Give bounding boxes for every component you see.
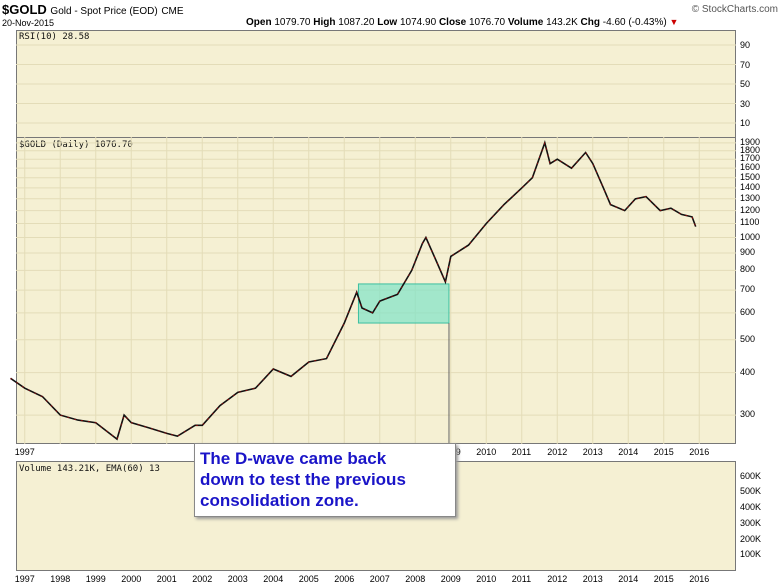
annotation-line-2: down to test the previous — [200, 470, 406, 489]
rsi-tick-label: 10 — [740, 118, 751, 128]
price-tick-label: 1300 — [740, 192, 761, 203]
price-tick-label: 600 — [740, 306, 756, 317]
volume-year-label: 1997 — [14, 574, 35, 584]
price-tick-label: 500 — [740, 333, 756, 344]
symbol: $GOLD — [2, 2, 47, 17]
volume-year-label: 2002 — [192, 574, 213, 584]
volume-year-label: 2010 — [476, 574, 497, 584]
volume-label: Volume 143.21K, EMA(60) 13 — [19, 464, 160, 474]
volume-year-label: 2008 — [405, 574, 426, 584]
rsi-tick-label: 50 — [740, 79, 751, 89]
annotation-line-1: The D-wave came back — [200, 449, 387, 468]
volume-year-label: 2016 — [689, 574, 710, 584]
volume-tick-label: 200K — [740, 533, 762, 544]
annotation-line-3: consolidation zone. — [200, 491, 359, 510]
close-value: 1076.70 — [468, 17, 506, 28]
price-tick-label: 1700 — [740, 153, 761, 164]
price-tick-label: 900 — [740, 247, 756, 258]
price-tick-label: 1100 — [740, 217, 760, 228]
price-year-label: 2016 — [689, 447, 710, 457]
price-tick-label: 300 — [740, 409, 756, 420]
volume-year-label: 1999 — [85, 574, 106, 584]
rsi-tick-label: 90 — [740, 40, 751, 50]
volume-year-label: 2001 — [156, 574, 177, 584]
chg-value: -4.60 (-0.43%) — [602, 17, 667, 28]
low-label: Low — [377, 17, 398, 28]
price-tick-label: 1900 — [740, 136, 761, 147]
price-tick-label: 400 — [740, 366, 756, 377]
volume-year-label: 2006 — [334, 574, 355, 584]
volume-tick-label: 300K — [740, 517, 762, 528]
price-year-label: 2015 — [653, 447, 674, 457]
symbol-name: Gold - Spot Price (EOD) — [50, 6, 158, 17]
rsi-panel — [16, 30, 736, 138]
open-value: 1079.70 — [274, 17, 311, 28]
volume-tick-label: 400K — [740, 502, 762, 513]
price-year-label: 1997 — [14, 447, 35, 457]
price-year-label: 2014 — [618, 447, 639, 457]
volume-year-label: 1998 — [50, 574, 71, 584]
volume-year-label: 2013 — [582, 574, 603, 584]
annotation-callout: The D-wave came back down to test the pr… — [194, 443, 456, 517]
price-tick-label: 1500 — [740, 171, 761, 182]
volume-year-label: 2012 — [547, 574, 568, 584]
chg-label: Chg — [580, 17, 600, 28]
rsi-label: RSI(10) 28.58 — [19, 32, 90, 42]
symbol-title: $GOLD Gold - Spot Price (EOD) CME — [2, 2, 184, 17]
price-tick-label: 1000 — [740, 231, 761, 242]
volume-year-label: 2014 — [618, 574, 639, 584]
chart-date: 20-Nov-2015 — [2, 18, 55, 28]
volume-value: 143.2K — [546, 17, 578, 28]
price-tick-label: 800 — [740, 264, 756, 275]
ohlc-summary: Open 1079.70 High 1087.20 Low 1074.90 Cl… — [246, 17, 678, 28]
price-tick-label: 1800 — [740, 144, 761, 155]
volume-tick-label: 100K — [740, 549, 762, 560]
volume-year-label: 2011 — [511, 574, 532, 584]
volume-year-label: 2015 — [653, 574, 674, 584]
price-tick-label: 1200 — [740, 204, 761, 215]
close-label: Close — [438, 17, 467, 28]
price-tick-label: 700 — [740, 284, 756, 295]
volume-tick-label: 600K — [740, 470, 762, 481]
volume-label: Volume — [507, 17, 544, 28]
volume-year-label: 2009 — [440, 574, 461, 584]
volume-year-label: 2004 — [263, 574, 284, 584]
volume-year-label: 2000 — [121, 574, 142, 584]
volume-year-label: 2003 — [227, 574, 248, 584]
high-label: High — [313, 17, 336, 28]
volume-year-label: 2005 — [298, 574, 319, 584]
price-year-label: 2012 — [547, 447, 568, 457]
price-year-label: 2013 — [582, 447, 603, 457]
exchange: CME — [161, 6, 184, 17]
high-value: 1087.20 — [338, 17, 375, 28]
rsi-tick-label: 70 — [740, 59, 751, 70]
price-year-label: 2011 — [511, 447, 532, 457]
price-tick-label: 1400 — [740, 181, 761, 192]
low-value: 1074.90 — [400, 17, 437, 28]
down-triangle-icon: ▼ — [669, 17, 679, 27]
volume-tick-label: 500K — [740, 486, 762, 497]
open-label: Open — [246, 17, 272, 28]
price-label: $GOLD (Daily) 1076.70 — [19, 140, 133, 150]
rsi-tick-label: 30 — [740, 98, 751, 109]
price-panel — [16, 137, 736, 444]
price-year-label: 2010 — [476, 447, 497, 457]
volume-year-label: 2007 — [369, 574, 390, 584]
price-tick-label: 1600 — [740, 162, 761, 173]
stockcharts-logo: © StockCharts.com — [691, 4, 778, 15]
